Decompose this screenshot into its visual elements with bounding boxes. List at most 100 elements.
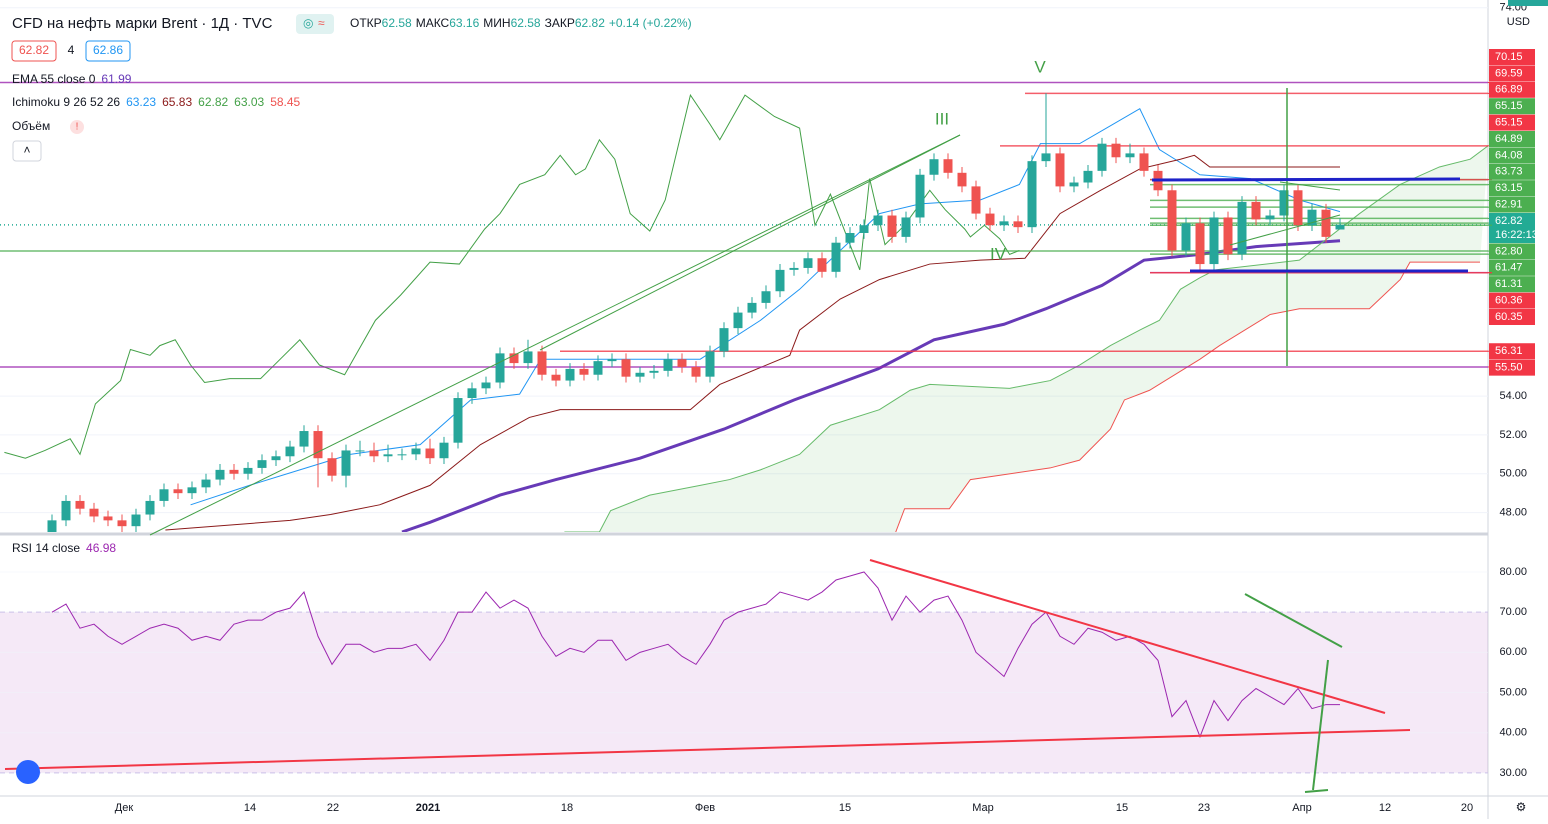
collapse-button[interactable] xyxy=(12,140,42,162)
candle-body xyxy=(901,217,911,237)
candle-body xyxy=(1237,201,1247,255)
volume-legend: Объём xyxy=(12,119,50,133)
candle-body xyxy=(425,448,435,459)
change: +0.14 (+0.22%) xyxy=(609,16,692,30)
x-tick-label: 22 xyxy=(327,802,339,814)
x-tick-label: Апр xyxy=(1292,802,1311,814)
level-label: 64.08 xyxy=(1495,149,1523,161)
candle-body xyxy=(495,353,505,383)
level-label: 65.15 xyxy=(1495,117,1523,129)
value: 62.82 xyxy=(198,95,228,109)
x-tick-label: Фев xyxy=(695,802,715,814)
x-tick-label: 12 xyxy=(1379,802,1391,814)
candle-body xyxy=(1125,153,1135,158)
candle-body xyxy=(509,353,519,364)
candle-body xyxy=(1041,153,1051,162)
candle-body xyxy=(747,302,757,313)
indicator-chikou xyxy=(4,93,1020,459)
candle-body xyxy=(173,489,183,494)
candle-body xyxy=(327,458,337,476)
wave-label: IV xyxy=(990,244,1007,263)
level-label: 61.47 xyxy=(1495,262,1523,274)
label: ЗАКР xyxy=(545,16,575,30)
level-label: 64.89 xyxy=(1495,133,1523,145)
candle-body xyxy=(341,450,351,476)
level-label: 60.36 xyxy=(1495,295,1523,307)
value: 46.98 xyxy=(86,541,116,555)
ema-legend: EMA 55 close 0 61.99 xyxy=(12,72,132,86)
candle-body xyxy=(1307,209,1317,226)
wave-label: V xyxy=(1034,57,1046,76)
candle-body xyxy=(1195,223,1205,265)
candle-body xyxy=(145,500,155,515)
candle-body xyxy=(47,520,57,532)
candle-body xyxy=(565,368,575,381)
candle-body xyxy=(929,159,939,175)
candle-body xyxy=(1069,182,1079,187)
candle-body xyxy=(1335,224,1345,230)
candle-body xyxy=(89,508,99,517)
rsi-vertical xyxy=(1312,659,1329,791)
level-badge xyxy=(1489,180,1535,197)
candle-body xyxy=(593,361,603,375)
value: 65.83 xyxy=(162,95,192,109)
value: 62.58 xyxy=(511,16,541,30)
level-badge xyxy=(1489,343,1535,360)
trendline xyxy=(539,134,961,351)
candle-body xyxy=(831,242,841,272)
rsi-vertical xyxy=(1304,789,1329,793)
level-label: 55.50 xyxy=(1495,362,1523,374)
candle-body xyxy=(271,456,281,461)
candle-body xyxy=(397,454,407,456)
y-tick-label: 50.00 xyxy=(1499,468,1527,480)
candle-body xyxy=(103,516,113,521)
y-tick-label: 52.00 xyxy=(1499,429,1527,441)
buy-button[interactable] xyxy=(85,40,131,62)
trendline xyxy=(149,134,961,536)
axes: 48.0050.0052.0054.0074.0070.1569.5966.89… xyxy=(115,2,1538,814)
main-pane: V III IV xyxy=(0,7,1488,532)
candle-body xyxy=(411,448,421,455)
logo[interactable] xyxy=(16,760,40,784)
x-tick-label: 15 xyxy=(839,802,851,814)
candle-body xyxy=(761,291,771,303)
candle-body xyxy=(1167,190,1177,251)
rsi-line xyxy=(51,571,1341,739)
sell-button[interactable] xyxy=(11,40,57,62)
rsi-tick-label: 80.00 xyxy=(1499,566,1527,578)
candle-body xyxy=(201,479,211,488)
candle-body xyxy=(1251,201,1261,220)
candle-body xyxy=(845,232,855,243)
x-tick-label: 2021 xyxy=(416,802,440,814)
level-label: 62.80 xyxy=(1495,245,1523,257)
settings-icon[interactable]: ⚙ xyxy=(1516,800,1527,814)
warning-icon[interactable] xyxy=(70,120,84,134)
icon: ! xyxy=(76,122,79,133)
label: RSI 14 close xyxy=(12,541,80,555)
candle-body xyxy=(313,431,323,459)
range-top xyxy=(1151,177,1461,182)
candle-body xyxy=(1083,170,1093,183)
x-tick-label: 18 xyxy=(561,802,573,814)
wave-label: III xyxy=(935,109,949,128)
candle-body xyxy=(803,258,813,268)
level-label: 60.35 xyxy=(1495,311,1523,323)
level-badge xyxy=(1489,309,1535,325)
candle-body xyxy=(663,359,673,371)
level-label: 69.59 xyxy=(1495,67,1523,79)
indicator-ema xyxy=(401,239,1341,532)
trendline xyxy=(1279,181,1341,191)
level-badge xyxy=(1489,359,1535,376)
level-badge xyxy=(1489,276,1535,293)
candle-body xyxy=(551,374,561,381)
candle-body xyxy=(243,467,253,474)
candle-body xyxy=(649,370,659,373)
candle-body xyxy=(1139,153,1149,171)
compare-button[interactable] xyxy=(296,14,334,34)
countdown: 16:22:13 xyxy=(1495,229,1538,241)
rsi-tick-label: 30.00 xyxy=(1499,767,1527,779)
rsi-legend: RSI 14 close 46.98 xyxy=(12,541,116,555)
value: 63.03 xyxy=(234,95,264,109)
rsi-tick-label: 70.00 xyxy=(1499,606,1527,618)
